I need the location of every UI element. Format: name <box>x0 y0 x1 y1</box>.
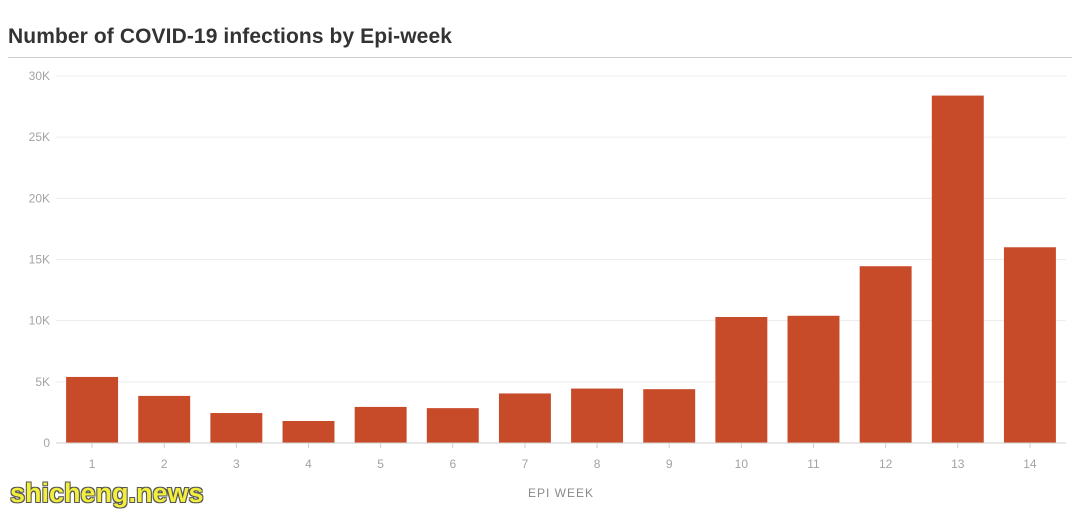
bar-week-5[interactable] <box>354 406 407 443</box>
bar-week-11[interactable] <box>787 315 840 443</box>
bar-week-12[interactable] <box>859 266 912 443</box>
watermark-text: shicheng.news <box>10 478 204 508</box>
bar-week-2[interactable] <box>138 395 191 443</box>
bar-week-13[interactable] <box>931 95 984 443</box>
title-divider <box>8 57 1072 58</box>
y-tick-labels: 0 5K 10K 15K 20K 25K 30K <box>29 69 51 450</box>
x-tick-label: 13 <box>951 457 965 471</box>
bar-week-8[interactable] <box>571 388 624 443</box>
x-tick-label: 6 <box>449 457 456 471</box>
bar-week-14[interactable] <box>1003 247 1056 443</box>
x-tick-label: 1 <box>89 457 96 471</box>
x-tick-label: 10 <box>735 457 749 471</box>
bar-week-9[interactable] <box>643 389 696 443</box>
y-tick-label: 0 <box>43 436 50 450</box>
x-tick-label: 11 <box>807 457 820 471</box>
y-tick-label: 30K <box>29 69 50 83</box>
x-tick-label: 5 <box>377 457 384 471</box>
y-tick-label: 20K <box>29 191 50 205</box>
x-tick-label: 4 <box>305 457 312 471</box>
y-tick-label: 15K <box>29 253 50 267</box>
bars <box>66 95 1056 443</box>
y-tick-label: 5K <box>35 375 50 389</box>
chart-title: Number of COVID-19 infections by Epi-wee… <box>8 25 453 48</box>
y-tick-label: 25K <box>29 130 50 144</box>
x-tick-label: 3 <box>233 457 240 471</box>
bar-week-10[interactable] <box>715 316 768 443</box>
x-tick-label: 12 <box>879 457 893 471</box>
x-tick-label: 8 <box>594 457 601 471</box>
bar-week-3[interactable] <box>210 413 263 443</box>
x-tick-labels: 1 2 3 4 5 6 7 8 9 10 11 12 13 14 <box>89 443 1037 471</box>
x-axis-label: EPI WEEK <box>528 486 594 500</box>
x-tick-label: 9 <box>666 457 673 471</box>
grid-lines <box>56 75 1066 383</box>
x-tick-label: 14 <box>1023 457 1037 471</box>
x-tick-label: 7 <box>522 457 529 471</box>
bar-week-6[interactable] <box>426 408 479 443</box>
y-tick-label: 10K <box>29 314 50 328</box>
x-tick-label: 2 <box>161 457 168 471</box>
bar-week-1[interactable] <box>66 376 119 443</box>
bar-week-4[interactable] <box>282 420 335 443</box>
bar-week-7[interactable] <box>498 393 551 443</box>
